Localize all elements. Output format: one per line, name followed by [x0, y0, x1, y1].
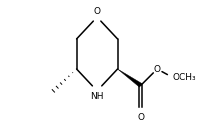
Text: O: O [154, 64, 161, 74]
Text: OCH₃: OCH₃ [173, 73, 197, 82]
Text: O: O [94, 7, 101, 16]
Text: NH: NH [90, 91, 104, 101]
Polygon shape [118, 69, 142, 87]
Text: O: O [137, 113, 144, 122]
